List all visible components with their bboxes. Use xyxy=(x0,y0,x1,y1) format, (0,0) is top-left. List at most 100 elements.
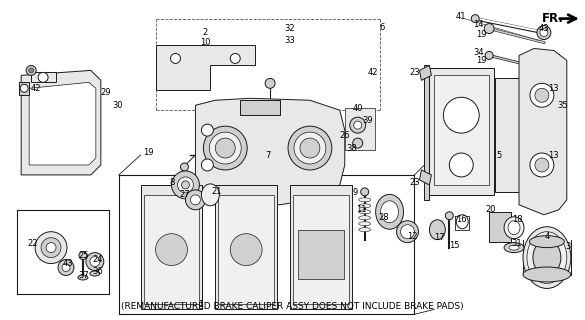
Text: 5: 5 xyxy=(497,150,502,160)
Ellipse shape xyxy=(78,275,88,280)
Ellipse shape xyxy=(359,216,371,220)
Ellipse shape xyxy=(376,194,404,229)
Text: 7: 7 xyxy=(266,150,271,160)
Circle shape xyxy=(20,84,28,92)
Ellipse shape xyxy=(523,227,571,288)
Text: 38: 38 xyxy=(346,144,357,153)
Text: 8: 8 xyxy=(170,179,175,188)
Circle shape xyxy=(361,188,369,196)
Text: 41: 41 xyxy=(456,12,466,21)
Polygon shape xyxy=(156,45,255,90)
Polygon shape xyxy=(240,100,280,115)
Circle shape xyxy=(35,232,67,264)
Text: 10: 10 xyxy=(200,38,211,47)
Text: 23: 23 xyxy=(409,68,420,77)
Circle shape xyxy=(209,132,241,164)
Circle shape xyxy=(191,195,201,205)
Circle shape xyxy=(230,53,240,63)
Ellipse shape xyxy=(397,221,418,243)
Text: 16: 16 xyxy=(456,215,467,224)
Text: 12: 12 xyxy=(407,232,418,241)
Circle shape xyxy=(171,53,181,63)
Ellipse shape xyxy=(456,215,468,229)
Circle shape xyxy=(181,181,190,189)
Text: 17: 17 xyxy=(434,233,445,242)
Ellipse shape xyxy=(504,243,524,252)
Ellipse shape xyxy=(527,232,567,284)
Text: 29: 29 xyxy=(101,88,111,97)
Text: 6: 6 xyxy=(379,23,384,32)
Circle shape xyxy=(540,28,548,36)
Text: 42: 42 xyxy=(31,84,42,93)
Polygon shape xyxy=(195,98,345,205)
Polygon shape xyxy=(293,195,349,304)
Text: 19: 19 xyxy=(476,56,487,65)
Text: 42: 42 xyxy=(367,68,378,77)
Ellipse shape xyxy=(359,222,371,226)
Text: 14: 14 xyxy=(473,20,483,29)
Circle shape xyxy=(530,153,554,177)
Ellipse shape xyxy=(529,236,565,248)
Polygon shape xyxy=(495,78,519,192)
Circle shape xyxy=(300,138,320,158)
Text: (REMANUFACTURED BRAKE CALIPER ASSY DOES NOT INCLUDE BRAKE PADS): (REMANUFACTURED BRAKE CALIPER ASSY DOES … xyxy=(121,302,464,311)
Bar xyxy=(364,112,369,147)
Circle shape xyxy=(288,126,332,170)
Circle shape xyxy=(41,238,61,258)
Circle shape xyxy=(62,264,70,271)
Ellipse shape xyxy=(509,245,519,250)
Circle shape xyxy=(485,52,493,60)
Text: 23: 23 xyxy=(409,179,420,188)
Circle shape xyxy=(230,234,262,266)
Circle shape xyxy=(26,65,36,76)
Ellipse shape xyxy=(90,271,100,276)
Ellipse shape xyxy=(381,201,398,223)
Text: 25: 25 xyxy=(78,251,89,260)
Circle shape xyxy=(201,159,214,171)
Bar xyxy=(356,112,361,147)
Text: 43: 43 xyxy=(539,24,549,33)
Text: 30: 30 xyxy=(112,101,123,110)
Bar xyxy=(489,212,511,242)
Text: 15: 15 xyxy=(449,241,460,250)
Circle shape xyxy=(530,83,554,107)
Circle shape xyxy=(185,190,205,210)
Ellipse shape xyxy=(401,225,414,239)
Circle shape xyxy=(535,88,549,102)
Text: 2: 2 xyxy=(203,28,208,37)
Circle shape xyxy=(181,163,188,171)
Polygon shape xyxy=(21,70,101,175)
Polygon shape xyxy=(419,65,431,80)
Text: 1: 1 xyxy=(198,300,203,309)
Circle shape xyxy=(535,158,549,172)
Text: 26: 26 xyxy=(339,131,350,140)
Circle shape xyxy=(177,177,194,193)
Circle shape xyxy=(58,260,74,276)
Circle shape xyxy=(79,252,87,260)
Text: 43: 43 xyxy=(63,259,73,268)
Ellipse shape xyxy=(523,267,571,282)
Text: 24: 24 xyxy=(92,255,103,264)
Circle shape xyxy=(353,138,363,148)
Text: 21: 21 xyxy=(211,188,222,196)
Polygon shape xyxy=(29,82,96,165)
Polygon shape xyxy=(298,230,344,279)
Circle shape xyxy=(294,132,326,164)
Circle shape xyxy=(156,234,187,266)
Text: 28: 28 xyxy=(378,213,389,222)
Text: 22: 22 xyxy=(28,239,39,248)
Ellipse shape xyxy=(533,240,561,276)
Circle shape xyxy=(443,97,479,133)
Text: 20: 20 xyxy=(486,205,497,214)
Circle shape xyxy=(537,26,551,40)
Polygon shape xyxy=(144,195,199,304)
Text: 36: 36 xyxy=(92,267,103,276)
Text: FR.: FR. xyxy=(542,12,564,25)
Polygon shape xyxy=(31,72,56,82)
Circle shape xyxy=(90,257,100,267)
Circle shape xyxy=(171,171,199,199)
Polygon shape xyxy=(345,108,374,150)
Text: 3: 3 xyxy=(565,242,570,251)
Text: 39: 39 xyxy=(362,116,373,125)
Polygon shape xyxy=(429,68,494,195)
